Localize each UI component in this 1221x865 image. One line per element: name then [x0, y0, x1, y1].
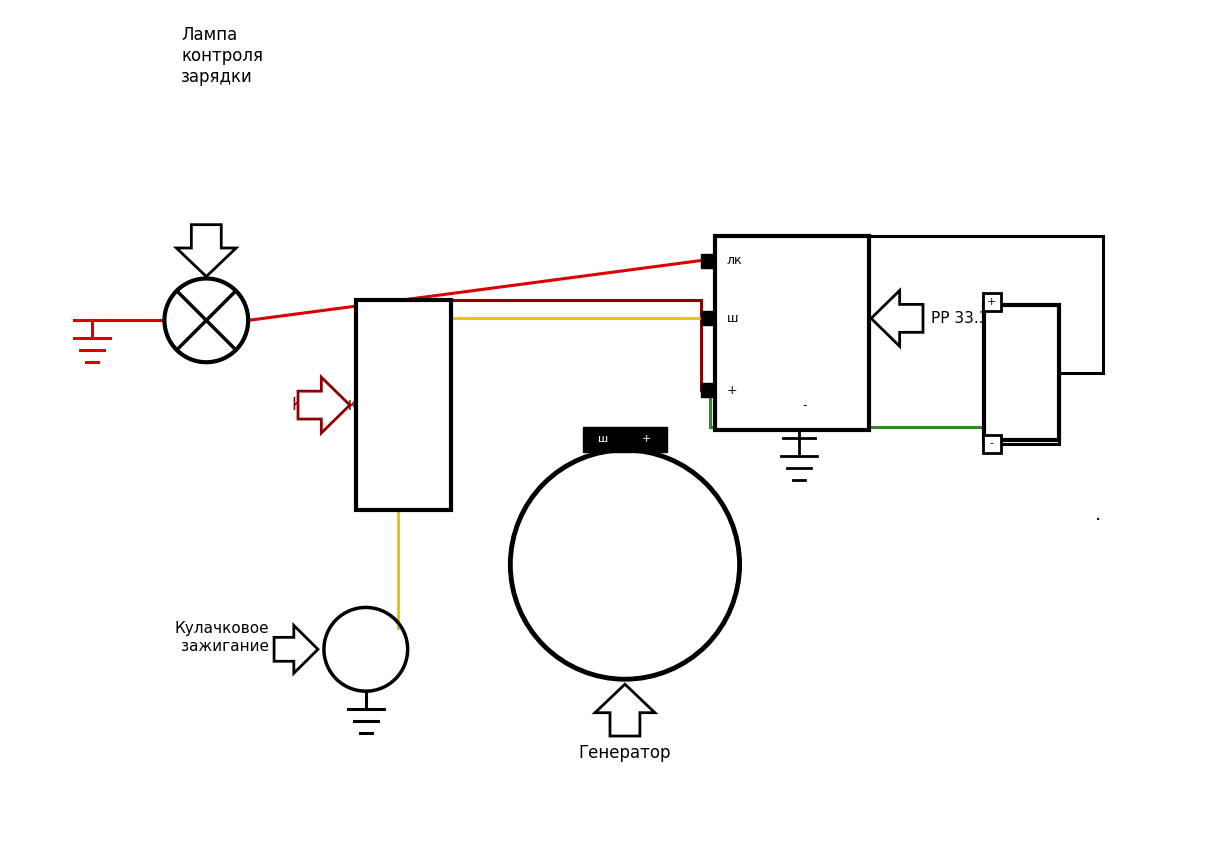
Text: .: . — [1095, 505, 1101, 524]
Bar — [582, 427, 668, 452]
Polygon shape — [176, 225, 236, 277]
Polygon shape — [871, 291, 923, 346]
Bar — [701, 253, 714, 267]
Text: +: + — [726, 384, 737, 397]
Bar — [701, 311, 714, 325]
Text: РР 33.3702: РР 33.3702 — [930, 311, 1017, 326]
Bar — [714, 235, 869, 430]
Text: +: + — [988, 297, 996, 307]
Text: Кулачковое
зажигание: Кулачковое зажигание — [175, 621, 269, 654]
Text: лк: лк — [726, 254, 742, 267]
Text: +: + — [642, 434, 652, 445]
Bar — [355, 300, 451, 509]
Polygon shape — [595, 684, 654, 736]
Bar — [984, 305, 1059, 440]
Text: Катушка: Катушка — [291, 396, 368, 414]
Text: -: - — [802, 399, 807, 412]
Text: Генератор: Генератор — [579, 744, 672, 762]
Text: -: - — [990, 439, 994, 449]
Bar — [983, 434, 1001, 452]
Bar — [701, 383, 714, 397]
Bar — [983, 293, 1001, 311]
Polygon shape — [274, 625, 317, 673]
Polygon shape — [298, 377, 350, 433]
Text: Лампа
контроля
зарядки: Лампа контроля зарядки — [182, 26, 264, 86]
Text: ш: ш — [598, 434, 608, 445]
Text: ш: ш — [726, 312, 739, 325]
